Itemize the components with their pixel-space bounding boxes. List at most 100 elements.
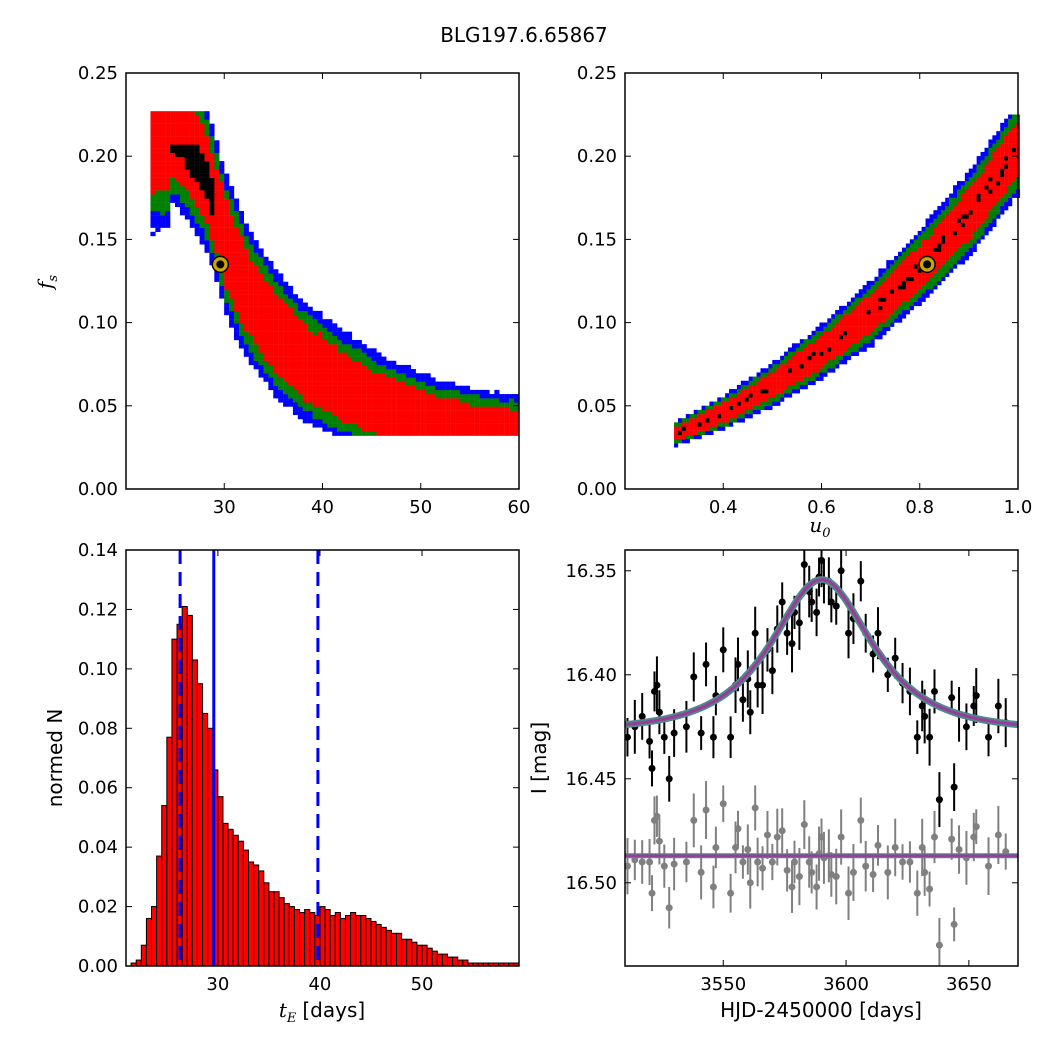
posterior-cell xyxy=(194,127,200,133)
posterior-cell xyxy=(760,380,765,386)
posterior-cell xyxy=(194,181,200,187)
posterior-cell xyxy=(386,431,392,436)
posterior-cell xyxy=(870,322,875,327)
posterior-cell xyxy=(874,301,879,307)
posterior-cell xyxy=(729,389,734,394)
posterior-cell xyxy=(165,223,171,228)
posterior-cell xyxy=(894,293,899,298)
posterior-cell xyxy=(194,186,200,191)
posterior-cell xyxy=(155,211,161,216)
posterior-cell xyxy=(376,419,382,424)
posterior-cell xyxy=(890,318,895,323)
posterior-cell xyxy=(278,344,284,349)
posterior-cell xyxy=(941,218,946,223)
posterior-cell xyxy=(752,405,757,411)
posterior-cell xyxy=(273,294,279,299)
posterior-cell xyxy=(953,210,958,215)
posterior-cell xyxy=(175,123,181,129)
posterior-cell xyxy=(184,119,190,124)
posterior-cell xyxy=(992,201,997,207)
posterior-cell xyxy=(1008,156,1013,161)
posterior-cell xyxy=(953,260,958,265)
posterior-cell xyxy=(445,394,451,399)
posterior-cell xyxy=(248,352,254,357)
posterior-cell xyxy=(815,326,820,332)
posterior-cell xyxy=(996,172,1001,178)
posterior-cell xyxy=(909,301,914,307)
posterior-cell xyxy=(263,356,269,361)
posterior-cell xyxy=(736,397,742,402)
posterior-cell xyxy=(351,389,357,395)
posterior-cell xyxy=(381,369,387,374)
posterior-cell xyxy=(209,165,215,170)
posterior-cell xyxy=(401,406,407,411)
posterior-cell xyxy=(459,414,466,420)
posterior-cell xyxy=(410,394,416,399)
posterior-cell xyxy=(890,272,895,277)
x-tick-label: 30 xyxy=(213,497,236,518)
posterior-cell xyxy=(1000,210,1005,215)
posterior-cell xyxy=(356,356,362,361)
posterior-cell xyxy=(224,252,230,257)
posterior-cell xyxy=(209,181,215,187)
posterior-cell xyxy=(322,385,328,391)
posterior-cell xyxy=(784,380,789,386)
posterior-cell xyxy=(917,280,922,286)
posterior-cell xyxy=(870,330,875,336)
posterior-cell xyxy=(729,397,734,402)
posterior-cell xyxy=(430,385,436,391)
posterior-cell xyxy=(327,360,333,366)
data-point xyxy=(754,858,762,866)
posterior-cell xyxy=(784,351,789,356)
posterior-cell xyxy=(878,272,883,277)
posterior-cell xyxy=(445,381,451,386)
posterior-cell xyxy=(322,389,328,395)
posterior-cell xyxy=(980,214,985,219)
posterior-cell xyxy=(337,414,343,420)
posterior-cell xyxy=(435,414,441,420)
posterior-cell xyxy=(780,384,785,390)
posterior-cell xyxy=(941,260,946,265)
posterior-cell xyxy=(322,414,328,420)
posterior-cell xyxy=(391,394,397,399)
posterior-cell xyxy=(1000,151,1005,157)
posterior-cell xyxy=(866,301,871,307)
posterior-cell xyxy=(776,384,781,390)
posterior-cell xyxy=(937,243,942,248)
posterior-cell xyxy=(199,152,205,158)
posterior-cell xyxy=(937,206,942,211)
posterior-cell xyxy=(248,277,254,282)
posterior-cell xyxy=(795,368,800,373)
histogram-bar xyxy=(355,914,362,967)
posterior-cell xyxy=(243,269,249,274)
posterior-cell xyxy=(361,364,367,370)
posterior-cell xyxy=(283,356,289,361)
posterior-cell xyxy=(1008,118,1013,124)
posterior-cell xyxy=(297,377,303,382)
posterior-cell xyxy=(248,344,254,349)
posterior-cell xyxy=(204,198,210,203)
posterior-cell xyxy=(361,419,367,424)
posterior-cell xyxy=(850,305,856,311)
data-point xyxy=(788,883,796,891)
posterior-cell xyxy=(504,402,510,407)
posterior-cell xyxy=(681,422,687,427)
posterior-cell xyxy=(494,419,500,424)
posterior-cell xyxy=(204,219,210,224)
posterior-cell xyxy=(748,409,753,415)
posterior-cell xyxy=(964,176,969,182)
posterior-cell xyxy=(283,290,289,295)
posterior-cell xyxy=(894,289,899,294)
posterior-cell xyxy=(401,381,407,386)
posterior-cell xyxy=(674,438,679,444)
posterior-cell xyxy=(960,226,966,232)
posterior-cell xyxy=(337,410,343,416)
posterior-cell xyxy=(827,368,832,373)
posterior-cell xyxy=(214,219,220,224)
posterior-cell xyxy=(819,376,824,381)
posterior-cell xyxy=(795,351,800,356)
posterior-cell xyxy=(768,401,773,406)
posterior-cell xyxy=(960,222,966,228)
posterior-cell xyxy=(386,398,392,403)
posterior-cell xyxy=(332,381,338,386)
